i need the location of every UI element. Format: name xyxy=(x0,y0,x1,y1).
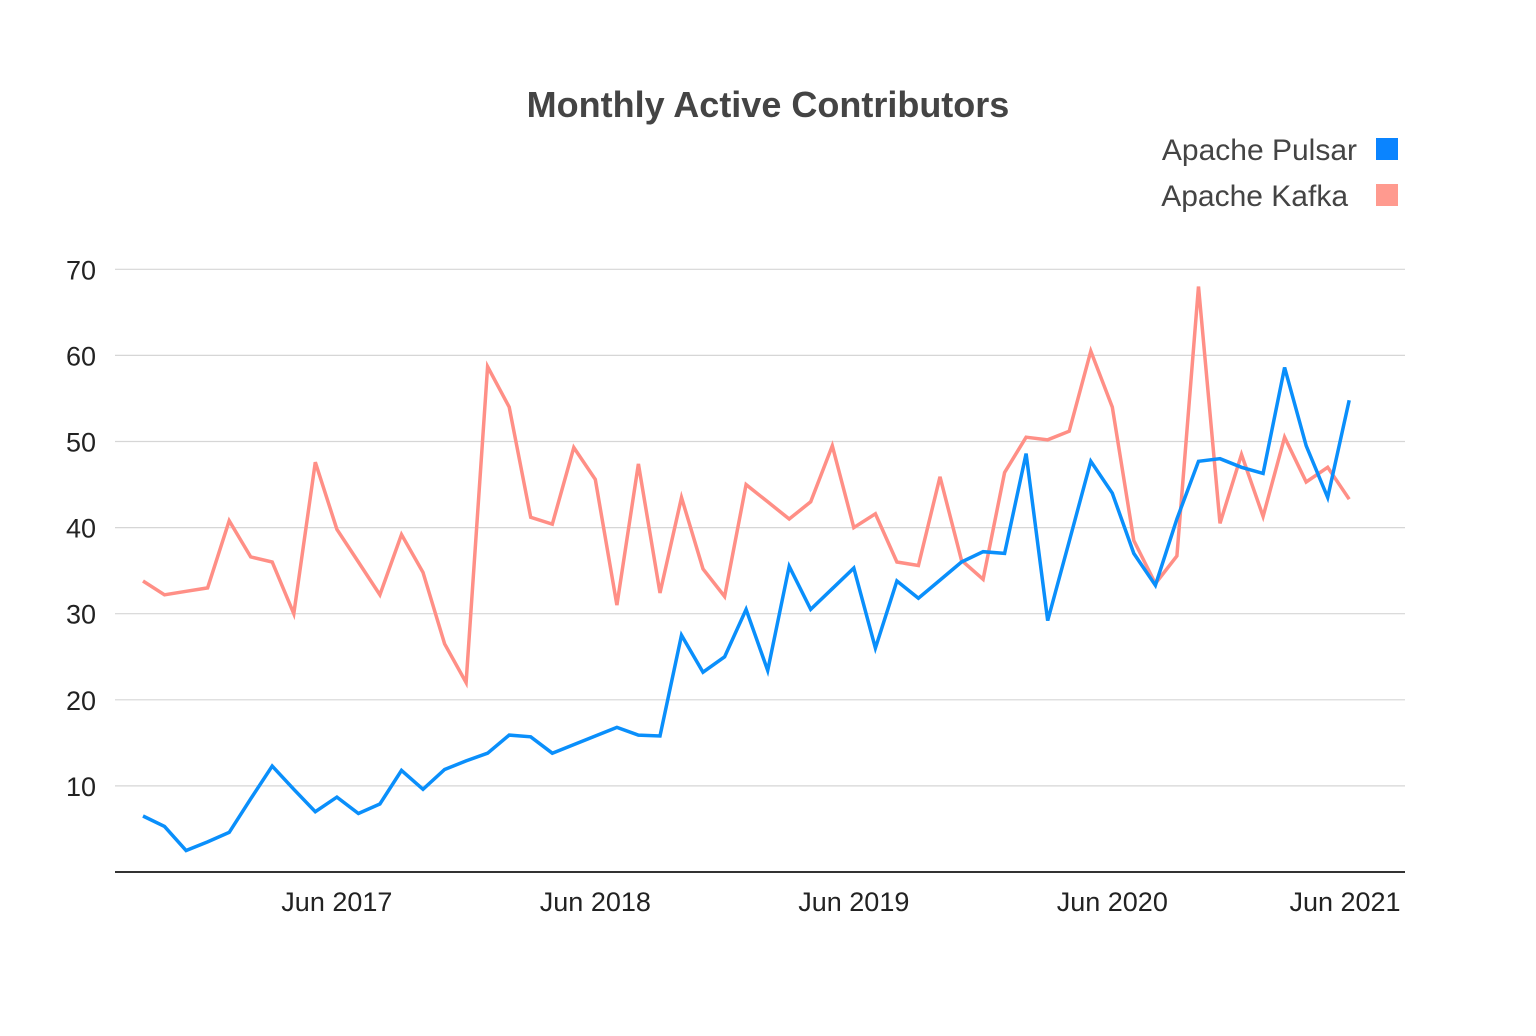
legend-item-kafka[interactable]: Apache Kafka xyxy=(1161,180,1398,213)
legend-swatch-kafka xyxy=(1376,184,1398,206)
y-tick-label: 50 xyxy=(66,428,96,458)
x-axis-ticks: Jun 2017 Jun 2018 Jun 2019 Jun 2020 Jun 2021 xyxy=(281,887,1400,917)
x-tick-label: Jun 2018 xyxy=(540,887,651,917)
legend-swatch-pulsar xyxy=(1376,138,1398,160)
y-tick-label: 70 xyxy=(66,255,96,285)
gridlines xyxy=(115,268,1405,787)
y-tick-label: 40 xyxy=(66,514,96,544)
series-lines xyxy=(142,286,1351,853)
x-tick-label: Jun 2017 xyxy=(281,887,392,917)
series-line-apache-kafka xyxy=(142,286,1351,689)
y-tick-label: 20 xyxy=(66,686,96,716)
chart-title: Monthly Active Contributors xyxy=(527,84,1010,125)
legend: Apache Pulsar Apache Kafka xyxy=(1161,134,1398,213)
series-line-apache-pulsar xyxy=(142,367,1351,853)
y-axis-ticks: 10 20 30 40 50 60 70 xyxy=(66,255,96,802)
y-tick-label: 60 xyxy=(66,341,96,371)
legend-item-pulsar[interactable]: Apache Pulsar xyxy=(1162,134,1398,167)
legend-label-kafka: Apache Kafka xyxy=(1161,180,1348,213)
y-tick-label: 30 xyxy=(66,600,96,630)
x-tick-label: Jun 2020 xyxy=(1057,887,1168,917)
legend-label-pulsar: Apache Pulsar xyxy=(1162,134,1357,167)
x-tick-label: Jun 2019 xyxy=(798,887,909,917)
x-tick-label: Jun 2021 xyxy=(1289,887,1400,917)
y-tick-label: 10 xyxy=(66,772,96,802)
